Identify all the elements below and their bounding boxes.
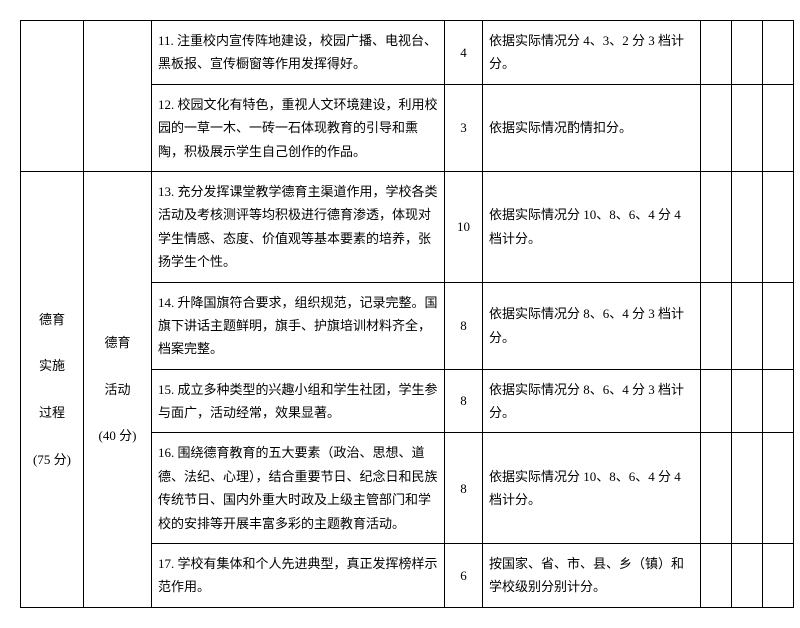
cell-empty [763, 282, 794, 369]
subcat-line1: 德育 [90, 331, 145, 354]
cell-empty [763, 544, 794, 608]
cell-rule-13: 依据实际情况分 10、8、6、4 分 4 档计分。 [483, 171, 701, 282]
cell-empty [763, 433, 794, 544]
cell-score-14: 8 [445, 282, 483, 369]
cell-item-17: 17. 学校有集体和个人先进典型，真正发挥榜样示范作用。 [152, 544, 445, 608]
category-line3: 过程 [27, 401, 77, 424]
table-row: 11. 注重校内宣传阵地建设，校园广播、电视台、黑板报、宣传橱窗等作用发挥得好。… [21, 21, 794, 85]
cell-item-11: 11. 注重校内宣传阵地建设，校园广播、电视台、黑板报、宣传橱窗等作用发挥得好。 [152, 21, 445, 85]
cell-empty [701, 369, 732, 433]
subcat-line2: 活动 [90, 378, 145, 401]
category-line4: (75 分) [27, 448, 77, 471]
cell-empty [701, 171, 732, 282]
cell-empty [732, 171, 763, 282]
cell-empty [701, 84, 732, 171]
cell-score-16: 8 [445, 433, 483, 544]
evaluation-table: 11. 注重校内宣传阵地建设，校园广播、电视台、黑板报、宣传橱窗等作用发挥得好。… [20, 20, 794, 608]
table-row: 德育 实施 过程 (75 分) 德育 活动 (40 分) 13. 充分发挥课堂教… [21, 171, 794, 282]
cell-empty [763, 21, 794, 85]
cell-rule-17: 按国家、省、市、县、乡（镇）和学校级别分别计分。 [483, 544, 701, 608]
cell-empty [732, 544, 763, 608]
cell-item-12: 12. 校园文化有特色，重视人文环境建设，利用校园的一草一木、一砖一石体现教育的… [152, 84, 445, 171]
cell-score-13: 10 [445, 171, 483, 282]
cell-empty [701, 544, 732, 608]
cell-empty [732, 21, 763, 85]
cell-item-14: 14. 升降国旗符合要求，组织规范，记录完整。国旗下讲话主题鲜明，旗手、护旗培训… [152, 282, 445, 369]
cell-score-17: 6 [445, 544, 483, 608]
cell-empty [732, 282, 763, 369]
cell-empty [732, 433, 763, 544]
cell-rule-14: 依据实际情况分 8、6、4 分 3 档计分。 [483, 282, 701, 369]
cell-empty [763, 171, 794, 282]
cell-category-deyu: 德育 实施 过程 (75 分) [21, 171, 84, 607]
category-line1: 德育 [27, 308, 77, 331]
cell-empty [763, 84, 794, 171]
cell-score-11: 4 [445, 21, 483, 85]
cell-score-15: 8 [445, 369, 483, 433]
cell-rule-15: 依据实际情况分 8、6、4 分 3 档计分。 [483, 369, 701, 433]
subcat-line3: (40 分) [90, 424, 145, 447]
cell-score-12: 3 [445, 84, 483, 171]
cell-item-13: 13. 充分发挥课堂教学德育主渠道作用，学校各类活动及考核测评等均积极进行德育渗… [152, 171, 445, 282]
cell-empty [732, 84, 763, 171]
cell-empty [763, 369, 794, 433]
cell-empty [701, 282, 732, 369]
cell-empty [732, 369, 763, 433]
cell-rule-11: 依据实际情况分 4、3、2 分 3 档计分。 [483, 21, 701, 85]
cell-empty [701, 21, 732, 85]
cell-subcategory-activity: 德育 活动 (40 分) [84, 171, 152, 607]
cell-empty [701, 433, 732, 544]
cell-rule-16: 依据实际情况分 10、8、6、4 分 4 档计分。 [483, 433, 701, 544]
cell-item-16: 16. 围绕德育教育的五大要素（政治、思想、道德、法纪、心理），结合重要节日、纪… [152, 433, 445, 544]
cell-blank-category [21, 21, 84, 172]
cell-blank-subcategory [84, 21, 152, 172]
category-line2: 实施 [27, 354, 77, 377]
cell-item-15: 15. 成立多种类型的兴趣小组和学生社团，学生参与面广，活动经常，效果显著。 [152, 369, 445, 433]
cell-rule-12: 依据实际情况酌情扣分。 [483, 84, 701, 171]
